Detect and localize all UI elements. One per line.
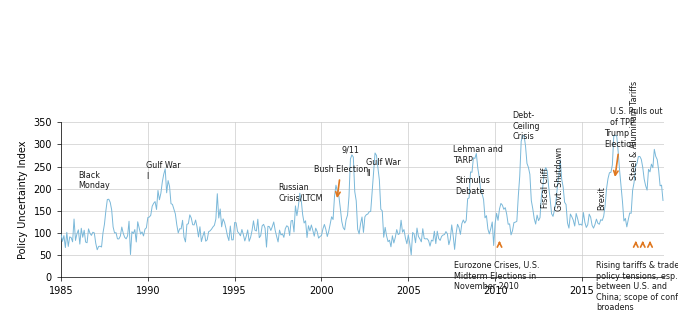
Text: Gulf War
II: Gulf War II [365,158,401,177]
Text: Bush Election: Bush Election [314,166,368,196]
Text: Rising tariffs & trade
policy tensions, esp.
between U.S. and
China; scope of co: Rising tariffs & trade policy tensions, … [596,261,678,312]
Text: Steel & Aluminum Tariffs: Steel & Aluminum Tariffs [631,80,639,180]
Text: Stimulus
Debate: Stimulus Debate [455,176,490,196]
Text: Russian
Crisis/LTCM: Russian Crisis/LTCM [278,183,323,203]
Text: U.S. Pulls out
of TPP: U.S. Pulls out of TPP [610,107,662,127]
Text: Debt-
Ceiling
Crisis: Debt- Ceiling Crisis [513,111,540,141]
Text: Black
Monday: Black Monday [79,171,110,190]
Text: Lehman and
TARP: Lehman and TARP [453,145,502,165]
Text: Gulf War
I: Gulf War I [146,161,181,181]
Y-axis label: Policy Uncertainty Index: Policy Uncertainty Index [18,140,28,259]
Text: Fiscal Cliff: Fiscal Cliff [540,168,550,208]
Text: 9/11: 9/11 [342,146,359,155]
Text: Eurozone Crises, U.S.
Midterm Elections in
November 2010: Eurozone Crises, U.S. Midterm Elections … [454,261,540,291]
Text: Govt. Shutdown: Govt. Shutdown [555,147,563,211]
Text: Trump
Election: Trump Election [604,129,637,175]
Text: Brexit: Brexit [597,186,606,210]
